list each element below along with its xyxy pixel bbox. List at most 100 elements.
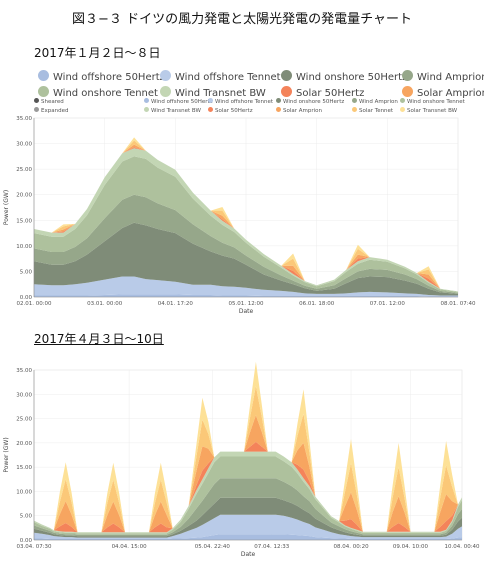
legend-swatch [281, 70, 292, 81]
y-tick-label: 20.00 [16, 441, 32, 447]
legend-large-item[interactable]: Wind onshore 50Hertz [281, 70, 407, 83]
y-tick-label: 0.00 [20, 295, 33, 301]
legend-label: Wind onshore 50Hertz [296, 72, 408, 83]
series-area [34, 497, 462, 538]
legend-swatch [402, 70, 413, 81]
legend-label: Wind Amprion [359, 99, 398, 105]
legend-swatch [281, 86, 292, 97]
x-axis-label: Date [239, 308, 254, 315]
x-tick-label: 10.04. 00:40 [444, 544, 480, 550]
series-area [34, 456, 462, 535]
legend-swatch [38, 86, 49, 97]
series-area [34, 156, 458, 293]
y-axis-label: Power (GW) [3, 190, 10, 225]
legend-label: Wind Amprion [417, 72, 484, 83]
legend-small-item[interactable]: Solar Transnet BW [400, 107, 457, 114]
legend-label: Solar Transnet BW [407, 108, 458, 114]
legend-large-item[interactable]: Wind Amprion [402, 70, 484, 83]
legend-label: Wind offshore 50Hertz [53, 72, 165, 83]
y-tick-label: 35.00 [16, 116, 32, 122]
legend-label: Wind onshore Tennet [407, 99, 465, 105]
legend-swatch [400, 107, 405, 112]
legend-label: Solar 50Hertz [296, 88, 365, 98]
legend-small-item[interactable]: Sheared [34, 98, 64, 105]
legend-label: Wind Transnet BW [175, 88, 266, 98]
series-area [34, 294, 458, 297]
legend-small-item[interactable]: Wind offshore 50Hertz [144, 98, 213, 105]
y-tick-label: 20.00 [16, 193, 32, 199]
legend-small-item[interactable]: Wind Amprion [352, 98, 398, 105]
x-tick-label: 08.04. 00:20 [333, 544, 369, 550]
legend-label: Wind offshore 50Hertz [151, 99, 213, 105]
legend-large-item[interactable]: Solar 50Hertz [281, 86, 364, 98]
x-tick-label: 05.04. 22:40 [195, 544, 231, 550]
x-tick-label: 05.01. 12:00 [228, 301, 264, 307]
legend-label: Wind onshore Tennet [53, 88, 158, 98]
x-tick-label: 09.04. 10:00 [393, 544, 429, 550]
legend-swatch [402, 86, 413, 97]
chart-1: 0.00 5.00 10.00 15.00 20.00 25.00 30.00 35.00 02… [3, 116, 476, 315]
legend-large: Wind offshore 50Hertz Wind offshore Tenne… [38, 70, 484, 98]
legend-swatch [34, 107, 39, 112]
legend-swatch [144, 107, 149, 112]
legend-swatch [352, 107, 357, 112]
legend-small-item[interactable]: Wind offshore Tennet [208, 98, 273, 105]
x-tick-label: 08.01. 07:40 [440, 301, 476, 307]
legend-label: Wind offshore Tennet [175, 72, 281, 83]
legend-large-item[interactable]: Wind offshore 50Hertz [38, 70, 165, 83]
legend-small-item[interactable]: Solar Tennet [352, 107, 393, 114]
x-tick-label: 02.01. 00:00 [16, 301, 52, 307]
legend-large-item[interactable]: Solar Amprion [402, 86, 484, 98]
y-axis-label: Power (GW) [3, 437, 10, 472]
legend-swatch [352, 98, 357, 103]
x-tick-label: 06.01. 18:00 [299, 301, 335, 307]
legend-small-item[interactable]: Wind Transnet BW [144, 107, 201, 114]
chart1-title: 2017年１月２日〜８日 [34, 46, 161, 60]
x-tick-label: 04.04. 15:00 [112, 544, 148, 550]
legend-swatch [38, 70, 49, 81]
series-area [34, 386, 462, 533]
legend-swatch [34, 98, 39, 103]
legend-small-item[interactable]: Wind onshore Tennet [400, 98, 465, 105]
legend-label: Wind Transnet BW [151, 108, 201, 114]
y-tick-label: 35.00 [16, 368, 32, 374]
legend-label: Solar 50Hertz [215, 108, 253, 114]
y-tick-label: 5.00 [20, 514, 33, 520]
legend-label: Sheared [41, 99, 64, 105]
legend-label: Solar Amprion [283, 108, 323, 114]
x-tick-label: 03.04. 07:30 [16, 544, 52, 550]
y-tick-label: 10.00 [16, 244, 32, 250]
x-axis-label: Date [241, 551, 256, 558]
figure-title: 図３−３ ドイツの風力発電と太陽光発電の発電量チャート [72, 12, 412, 27]
x-tick-label: 07.04. 12:33 [254, 544, 290, 550]
legend-small-item[interactable]: Solar 50Hertz [208, 107, 253, 114]
legend-swatch [144, 98, 149, 103]
series-area [34, 276, 458, 297]
y-tick-label: 30.00 [16, 142, 32, 148]
legend-label: Wind offshore Tennet [215, 99, 274, 105]
legend-label: Expanded [41, 108, 69, 114]
y-tick-label: 0.00 [20, 538, 33, 544]
legend-swatch [208, 107, 213, 112]
legend-large-item[interactable]: Wind Transnet BW [160, 86, 266, 98]
legend-large-item[interactable]: Wind offshore Tennet [160, 70, 281, 83]
y-tick-label: 15.00 [16, 218, 32, 224]
y-tick-label: 30.00 [16, 392, 32, 398]
series-area [34, 514, 462, 539]
x-tick-label: 07.01. 12:00 [370, 301, 406, 307]
y-tick-label: 15.00 [16, 465, 32, 471]
series-area [34, 194, 458, 294]
y-tick-label: 10.00 [16, 489, 32, 495]
series-area [34, 534, 462, 540]
legend-swatch [276, 107, 281, 112]
legend-small-item[interactable]: Solar Amprion [276, 107, 322, 114]
legend-swatch [276, 98, 281, 103]
legend-small-item[interactable]: Wind onshore 50Hertz [276, 98, 344, 105]
legend-small: Sheared Wind offshore 50Hertz Wind offshor… [34, 98, 484, 118]
legend-large-item[interactable]: Wind onshore Tennet [38, 86, 158, 98]
legend-small-item[interactable]: Expanded [34, 107, 68, 114]
series-area [34, 222, 458, 296]
legend-swatch [160, 70, 171, 81]
series-area [34, 478, 462, 537]
